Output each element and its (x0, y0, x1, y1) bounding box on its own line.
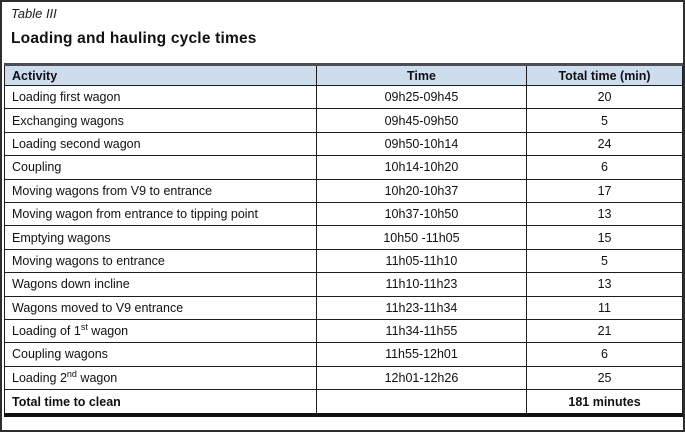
activity-cell: Coupling wagons (4, 342, 317, 367)
table-row: Coupling wagons 11h55-12h01 6 (4, 342, 683, 367)
table-row: Wagons down incline 11h10-11h23 13 (4, 272, 683, 297)
activity-cell: Exchanging wagons (4, 108, 317, 133)
time-cell: 10h14-10h20 (315, 155, 528, 180)
total-row: Total time to clean 181 minutes (4, 389, 683, 418)
time-cell: 10h37-10h50 (315, 201, 528, 227)
column-header-total: Total time (min) (526, 63, 683, 86)
total-cell: 15 (526, 225, 683, 250)
activity-cell: Loading first wagon (4, 84, 317, 110)
activity-cell: Loading second wagon (4, 131, 317, 157)
time-cell: 10h50 -11h05 (315, 225, 528, 250)
total-cell: 5 (526, 248, 683, 274)
table-row: Loading second wagon 09h50-10h14 24 (4, 131, 683, 157)
table-row: Loading of 1st wagon 11h34-11h55 21 (4, 318, 683, 344)
activity-cell: Moving wagon from entrance to tipping po… (4, 201, 317, 227)
table-row: Coupling 10h14-10h20 6 (4, 155, 683, 180)
total-cell: 21 (526, 318, 683, 344)
total-cell: 11 (526, 295, 683, 320)
activity-cell: Loading 2nd wagon (4, 365, 317, 391)
total-cell: 13 (526, 201, 683, 227)
activity-cell: Wagons down incline (4, 272, 317, 297)
cycle-times-table: Activity Time Total time (min) Loading f… (4, 63, 683, 418)
ordinal-suffix: nd (66, 368, 77, 379)
time-cell: 11h05-11h10 (315, 248, 528, 274)
total-cell: 25 (526, 365, 683, 391)
table-row: Emptying wagons 10h50 -11h05 15 (4, 225, 683, 250)
total-cell: 13 (526, 272, 683, 297)
time-cell: 11h10-11h23 (315, 272, 528, 297)
total-cell: 17 (526, 178, 683, 203)
column-header-time: Time (315, 63, 528, 86)
total-cell: 24 (526, 131, 683, 157)
column-header-activity: Activity (4, 63, 317, 86)
table-row: Exchanging wagons 09h45-09h50 5 (4, 108, 683, 133)
total-cell: 6 (526, 155, 683, 180)
table-row: Moving wagon from entrance to tipping po… (4, 201, 683, 227)
table-row: Loading first wagon 09h25-09h45 20 (4, 84, 683, 110)
header-row: Activity Time Total time (min) (4, 63, 683, 86)
time-cell: 11h23-11h34 (315, 295, 528, 320)
activity-text: Loading 2 (12, 370, 67, 385)
time-cell: 11h55-12h01 (315, 342, 528, 367)
total-cell: 6 (526, 342, 683, 367)
time-cell: 10h20-10h37 (315, 178, 528, 203)
activity-cell: Loading of 1st wagon (4, 318, 317, 344)
total-time-cell (315, 389, 528, 418)
activity-cell: Emptying wagons (4, 225, 317, 250)
table-caption: Table III (11, 6, 57, 21)
table-row: Wagons moved to V9 entrance 11h23-11h34 … (4, 295, 683, 320)
table-row: Moving wagons from V9 to entrance 10h20-… (4, 178, 683, 203)
total-cell: 20 (526, 84, 683, 110)
activity-text: Loading of 1 (12, 324, 81, 339)
total-label-cell: Total time to clean (4, 389, 317, 418)
table-row: Loading 2nd wagon 12h01-12h26 25 (4, 365, 683, 391)
table-row: Moving wagons to entrance 11h05-11h10 5 (4, 248, 683, 274)
ordinal-suffix: st (80, 321, 88, 332)
total-cell: 5 (526, 108, 683, 133)
grand-total-cell: 181 minutes (526, 389, 683, 418)
time-cell: 12h01-12h26 (315, 365, 528, 391)
activity-cell: Moving wagons to entrance (4, 248, 317, 274)
activity-cell: Coupling (4, 155, 317, 180)
time-cell: 09h25-09h45 (315, 84, 528, 110)
table-title: Loading and hauling cycle times (11, 30, 257, 47)
activity-text: wagon (76, 370, 118, 385)
activity-text: wagon (87, 324, 129, 339)
time-cell: 09h45-09h50 (315, 108, 528, 133)
time-cell: 09h50-10h14 (315, 131, 528, 157)
activity-cell: Moving wagons from V9 to entrance (4, 178, 317, 203)
time-cell: 11h34-11h55 (315, 318, 528, 344)
activity-cell: Wagons moved to V9 entrance (4, 295, 317, 320)
